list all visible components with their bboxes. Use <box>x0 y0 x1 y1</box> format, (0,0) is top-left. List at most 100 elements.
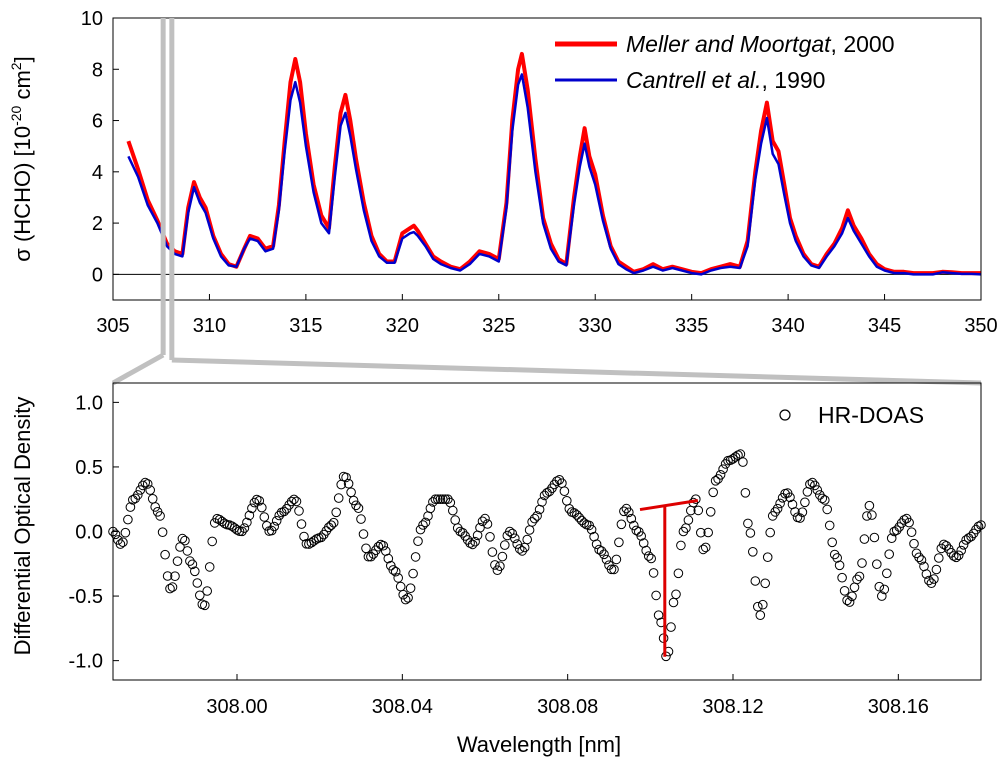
data-point <box>527 517 537 527</box>
data-point <box>886 533 897 544</box>
data-point <box>554 475 565 485</box>
data-point <box>514 544 525 554</box>
data-point <box>157 527 168 538</box>
data-point <box>254 496 265 506</box>
data-point <box>643 551 654 561</box>
data-point <box>383 553 394 564</box>
data-point <box>790 507 800 517</box>
data-point <box>614 537 624 548</box>
data-point <box>333 493 344 503</box>
data-point <box>859 534 870 544</box>
data-point <box>296 519 307 529</box>
data-point <box>180 535 190 546</box>
data-point <box>683 515 694 525</box>
data-point <box>505 526 515 537</box>
data-point <box>807 477 818 488</box>
data-point <box>487 547 498 557</box>
data-point <box>948 551 959 561</box>
data-point <box>500 540 510 550</box>
bottom-legend: HR-DOAS <box>779 402 924 428</box>
data-point <box>606 564 617 575</box>
data-point <box>227 521 237 532</box>
data-point <box>708 487 719 498</box>
data-point <box>202 586 212 596</box>
data-point <box>224 520 235 530</box>
data-point <box>398 589 409 600</box>
data-point <box>170 571 180 582</box>
x-tick-label: 345 <box>868 315 901 337</box>
data-point <box>805 479 815 490</box>
data-point <box>760 578 771 589</box>
data-point <box>128 495 138 505</box>
x-tick-label: 320 <box>386 315 419 337</box>
data-point <box>133 490 143 500</box>
data-point <box>626 513 637 524</box>
data-point <box>430 494 441 505</box>
data-point <box>341 472 351 483</box>
data-point <box>810 480 820 491</box>
data-point <box>696 527 706 538</box>
top-series-lines <box>126 51 982 276</box>
data-point <box>311 534 322 544</box>
data-point <box>797 507 808 518</box>
data-point <box>125 502 136 512</box>
data-point <box>118 537 128 548</box>
top-panel: 305 310 315 320 325 330 335 340 345 350 0 2 4 6 8 10 σ… <box>8 8 998 337</box>
data-point <box>192 578 203 588</box>
data-point <box>857 558 867 568</box>
data-point <box>410 552 421 562</box>
data-point <box>678 526 689 537</box>
data-point <box>795 513 805 523</box>
data-point <box>624 507 634 518</box>
top-y-axis-title: σ (HCHO) [10-20 cm2] <box>8 56 35 261</box>
data-point <box>214 514 225 525</box>
data-point <box>356 514 366 524</box>
data-point <box>291 496 302 507</box>
data-point <box>371 545 381 556</box>
data-point <box>470 536 480 547</box>
data-point <box>353 503 364 514</box>
y-tick-label: 1.0 <box>75 392 103 414</box>
data-point <box>966 531 976 542</box>
data-point <box>482 519 493 529</box>
data-point <box>507 528 518 539</box>
data-point <box>559 486 570 497</box>
data-point <box>904 517 914 528</box>
data-point <box>433 494 443 505</box>
data-point <box>467 539 478 550</box>
data-point <box>343 478 354 489</box>
data-point <box>167 582 178 592</box>
data-point <box>279 506 289 517</box>
data-point <box>142 479 153 489</box>
data-point <box>924 575 934 586</box>
data-point <box>177 533 188 544</box>
x-tick-label: 310 <box>193 315 226 337</box>
data-point <box>182 546 193 556</box>
data-point <box>207 536 217 547</box>
y-tick-label: 4 <box>92 162 103 184</box>
data-point <box>351 500 361 511</box>
data-point <box>653 610 664 621</box>
data-point <box>195 590 205 601</box>
data-point <box>616 519 627 530</box>
data-point <box>485 532 495 542</box>
data-point <box>572 510 582 520</box>
data-point <box>703 527 714 538</box>
data-point <box>882 568 892 579</box>
data-point <box>601 554 612 565</box>
data-point <box>753 601 763 612</box>
data-point <box>562 496 572 506</box>
data-point <box>480 513 490 524</box>
x-tick-label: 308.12 <box>702 696 763 718</box>
data-point <box>745 528 756 538</box>
legend-label-meller: Meller and Moortgat, 2000 <box>626 31 895 57</box>
legend-label-cantrell: Cantrell et al., 1990 <box>626 67 825 93</box>
data-point <box>239 523 250 533</box>
data-point <box>591 539 602 550</box>
data-point <box>495 561 505 572</box>
data-point <box>138 480 148 491</box>
data-point <box>269 521 280 532</box>
data-point <box>316 532 327 543</box>
x-tick-label: 305 <box>96 315 129 337</box>
data-point <box>720 459 731 469</box>
